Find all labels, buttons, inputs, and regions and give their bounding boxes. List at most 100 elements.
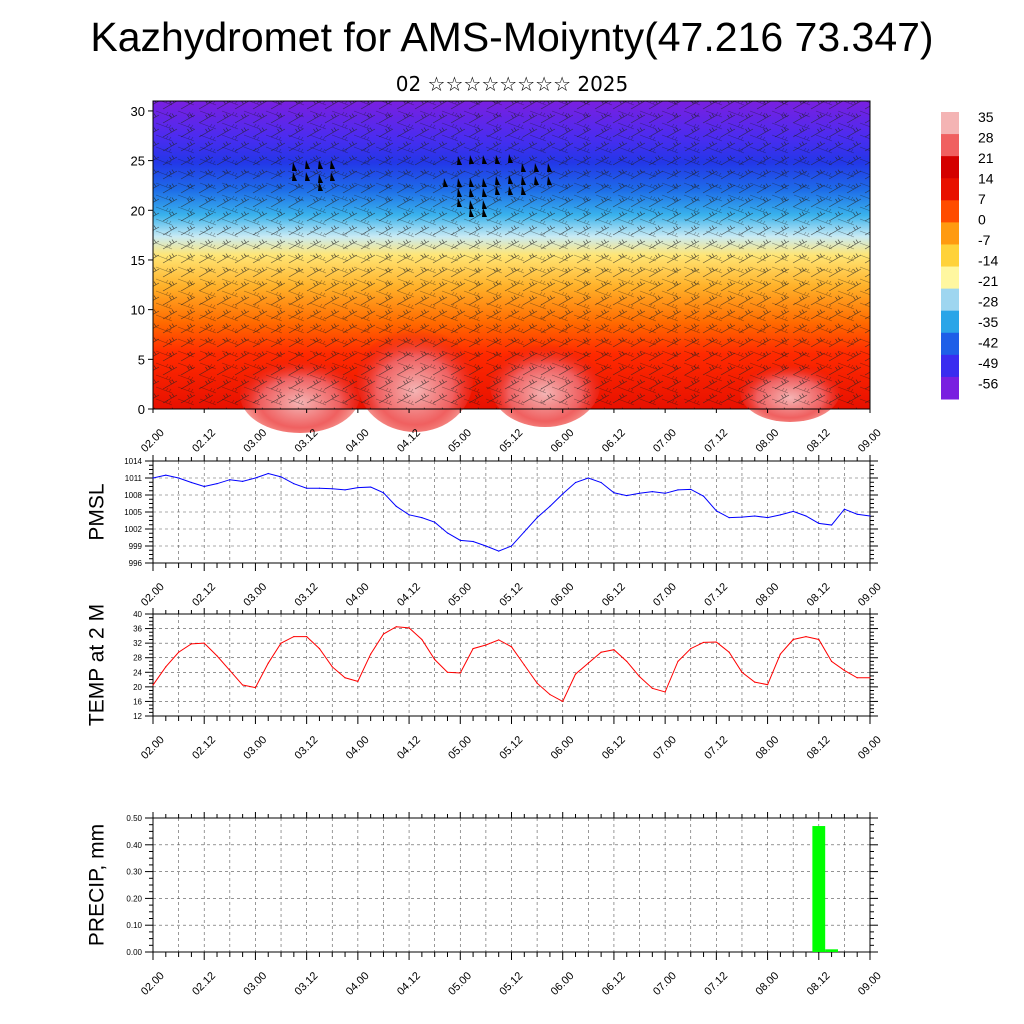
wind-barbs-overlay [153,101,870,409]
data-point [203,642,205,644]
data-point [600,481,602,484]
x-tick-label: 03.12 [293,970,321,998]
precip-panel: 0.00 0.10 0.20 0.30 0.40 0.50 02.00 02.12 03.00 0… [86,812,884,998]
temp-panel: 12 16 20 24 28 32 36 40 02.00 02.12 03.00 03.12 04.0… [86,604,884,762]
data-point [434,658,436,661]
wind-flag [330,160,335,169]
data-point [869,677,871,679]
colorbar-label: -21 [978,273,998,289]
y-tick-label: 16 [133,697,142,706]
data-point [792,638,794,641]
x-tick-label: 04.12 [395,970,423,998]
x-tick-label: 04.00 [344,581,372,609]
data-point [792,510,794,513]
x-tick-label: 02.12 [190,581,218,609]
y-tick-label: 12 [133,712,142,721]
wind-flag [495,155,500,164]
y-tick-label: 0.30 [126,868,142,877]
data-point [190,481,193,484]
data-point [766,684,769,686]
x-tick-label: 06.00 [549,734,577,762]
x-tick-label: 07.12 [702,581,730,609]
data-point [510,545,513,547]
data-point [562,493,564,495]
data-point [229,669,231,672]
data-point [331,488,333,490]
data-point [766,517,769,519]
x-tick-label: 05.00 [446,734,474,762]
wind-flag [457,198,462,207]
data-point [485,644,487,646]
data-point [690,488,692,490]
data-point [536,517,538,519]
wind-flag [508,186,513,195]
data-point [165,666,167,668]
data-point [459,539,461,541]
page-title: Kazhydromet for AMS-Moiynty(47.216 73.34… [90,14,934,60]
data-point [152,477,154,479]
y-axis-title: PMSL [86,483,109,540]
colorbar-segment [941,222,959,245]
colorbar-segment [941,244,959,268]
data-point [600,651,602,653]
data-point [472,648,474,650]
data-point [843,508,845,510]
colorbar-label: 7 [978,191,986,207]
x-tick-label: 05.12 [497,581,525,609]
x-tick-label: 08.00 [753,581,781,609]
wind-flag [521,186,526,195]
x-tick-label: 05.00 [446,970,474,998]
wind-flag [457,188,462,197]
wind-flag [482,208,487,217]
x-tick-label: 04.00 [344,970,372,998]
x-tick-label: 03.00 [241,734,269,762]
data-point [549,693,551,696]
data-point [267,472,269,475]
x-tick-label: 02.00 [139,970,167,998]
data-point [178,477,180,479]
data-point [664,691,666,693]
data-point [830,660,833,662]
y-tick-label: 0.40 [126,841,142,850]
heatmap-y-axis: 0 5 10 15 20 25 30 [131,104,153,417]
y-axis-title: TEMP at 2 M [86,604,109,726]
y-tick-label: 0.20 [126,894,142,903]
data-point [280,642,282,644]
wind-flag [469,188,474,197]
colorbar-label: 35 [978,109,994,125]
data-point [254,477,257,479]
data-point [498,639,500,641]
data-point [344,489,346,491]
y-tick-label: 28 [133,654,142,663]
data-point [446,671,449,673]
data-point [741,516,743,518]
data-point [651,687,653,689]
data-point [421,517,423,519]
data-point [203,485,205,488]
data-point [382,492,385,494]
colorbar-label: -56 [978,376,998,392]
data-point [344,677,346,679]
colorbar-label: 28 [978,130,994,146]
data-point [677,489,679,491]
data-point [651,491,653,493]
page-subtitle: 02 ☆☆☆☆☆☆☆☆ 2025 [395,72,629,96]
wind-flag [521,176,526,185]
wind-flag [469,155,474,164]
data-point [357,487,359,489]
x-tick-label: 06.12 [600,427,628,455]
wind-flag [305,172,310,181]
x-tick-label: 02.00 [139,734,167,762]
colorbar-label: -35 [978,314,998,330]
data-point [549,505,551,507]
x-tick-label: 07.00 [651,427,679,455]
data-point [843,669,845,672]
x-tick-label: 09.00 [856,734,884,762]
wind-flag [534,176,539,185]
data-point [395,626,397,628]
data-point [523,531,525,533]
colorbar-segment [941,332,959,356]
wind-flag [469,208,474,217]
data-point [446,532,449,534]
